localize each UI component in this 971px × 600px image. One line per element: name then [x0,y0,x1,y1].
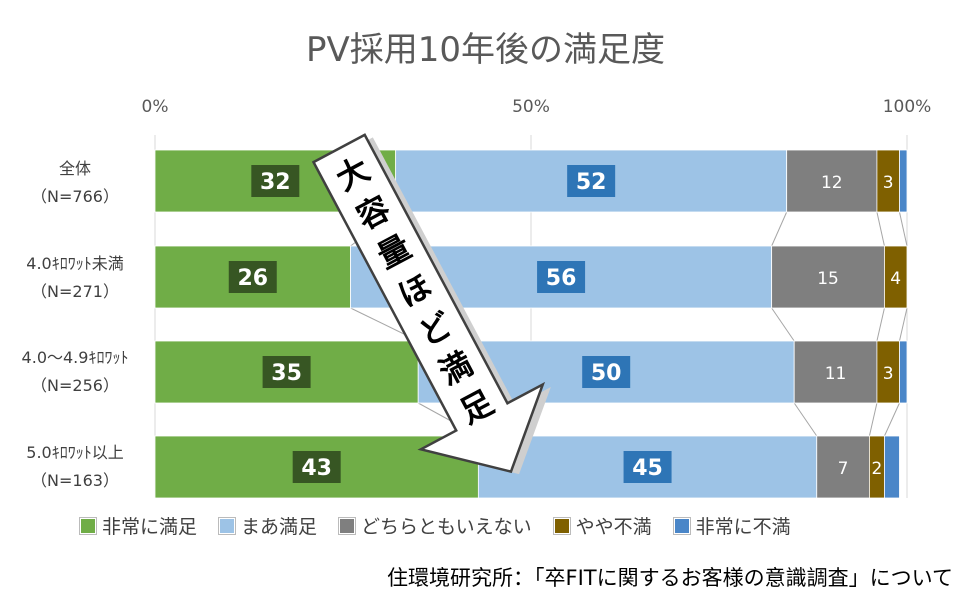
data-label-box [251,165,300,197]
category-name: 4.0ｷﾛﾜｯﾄ未満 [26,254,124,273]
data-label: 4 [890,269,901,289]
legend-label: どちらともいえない [361,516,532,538]
bar-segment [771,245,885,309]
bar-segment [884,435,900,499]
legend-swatch [79,516,97,535]
data-label: 7 [838,459,849,479]
category-label-1: 4.0ｷﾛﾜｯﾄ未満 （N=271） [0,250,150,306]
data-label: 11 [825,364,847,384]
data-label: 3 [883,173,894,193]
x-tick-label: 50% [512,97,550,117]
data-label-box [228,261,277,293]
data-label: 56 [546,266,577,291]
category-label-3: 5.0ｷﾛﾜｯﾄ以上 （N=163） [0,439,150,495]
bar-segment [786,149,878,213]
legend-label: 非常に満足 [102,516,198,538]
series-connector-line [876,307,885,342]
series-connector-line [883,402,900,437]
legend-item-somewhat-satisfied: まあ満足 [218,512,318,539]
series-connector-line [793,402,818,437]
legend-label: 非常に不満 [695,516,791,538]
legend-item-somewhat-dissatisfied: やや不満 [552,512,652,539]
data-label: 2 [872,459,883,479]
legend-swatch [552,516,571,535]
chart-title: PV採用10年後の満足度 [305,30,666,70]
x-tick-label: 100% [883,97,932,117]
category-n: （N=766） [31,187,119,206]
data-label: 52 [576,170,607,195]
category-n: （N=271） [31,282,119,301]
data-label: 26 [237,266,268,291]
category-name: 5.0ｷﾛﾜｯﾄ以上 [26,443,124,462]
bar-segment [816,435,870,499]
source-note: 住環境研究所：「卒FITに関するお客様の意識調査」について [387,566,953,590]
category-name: 4.0～4.9ｷﾛﾜｯﾄ [21,348,129,367]
legend: 非常に満足 まあ満足 どちらともいえない やや不満 非常に不満 [79,512,791,539]
series-connector-line [898,307,908,342]
series-connector-line [771,307,795,342]
legend-item-very-satisfied: 非常に満足 [79,512,198,539]
series-connector-line [898,211,908,247]
data-label: 3 [883,364,894,384]
category-n: （N=163） [31,471,119,490]
legend-item-very-dissatisfied: 非常に不満 [672,512,791,539]
legend-label: やや不満 [575,516,652,538]
data-label: 15 [817,269,839,289]
x-tick-label: 0% [142,97,169,117]
bar-segment [899,340,908,404]
legend-swatch [338,516,357,535]
data-label-box [537,261,586,293]
series-connector-line [771,211,788,247]
data-label-box [292,451,341,483]
series-connector-line [868,402,878,437]
arrow-shape [311,133,546,474]
bar-segment [884,245,908,309]
data-label-box [262,356,311,388]
data-label-box [567,165,616,197]
data-label: 43 [301,456,332,481]
data-label: 32 [260,170,291,195]
category-label-0: 全体 （N=766） [0,155,150,211]
legend-swatch [672,516,691,535]
series-connector-line [876,211,885,247]
data-label: 50 [591,361,622,386]
category-n: （N=256） [31,376,119,395]
data-label-box [582,356,631,388]
legend-label: まあ満足 [241,516,318,538]
bar-segment [899,149,908,213]
legend-swatch [218,516,237,535]
category-name: 全体 [58,159,91,178]
data-label: 45 [632,456,663,481]
category-label-2: 4.0～4.9ｷﾛﾜｯﾄ （N=256） [0,344,150,400]
data-label: 35 [271,361,302,386]
data-label: 12 [821,173,843,193]
bar-segment [793,340,878,404]
legend-item-neutral: どちらともいえない [338,512,532,539]
data-label-box [623,451,672,483]
